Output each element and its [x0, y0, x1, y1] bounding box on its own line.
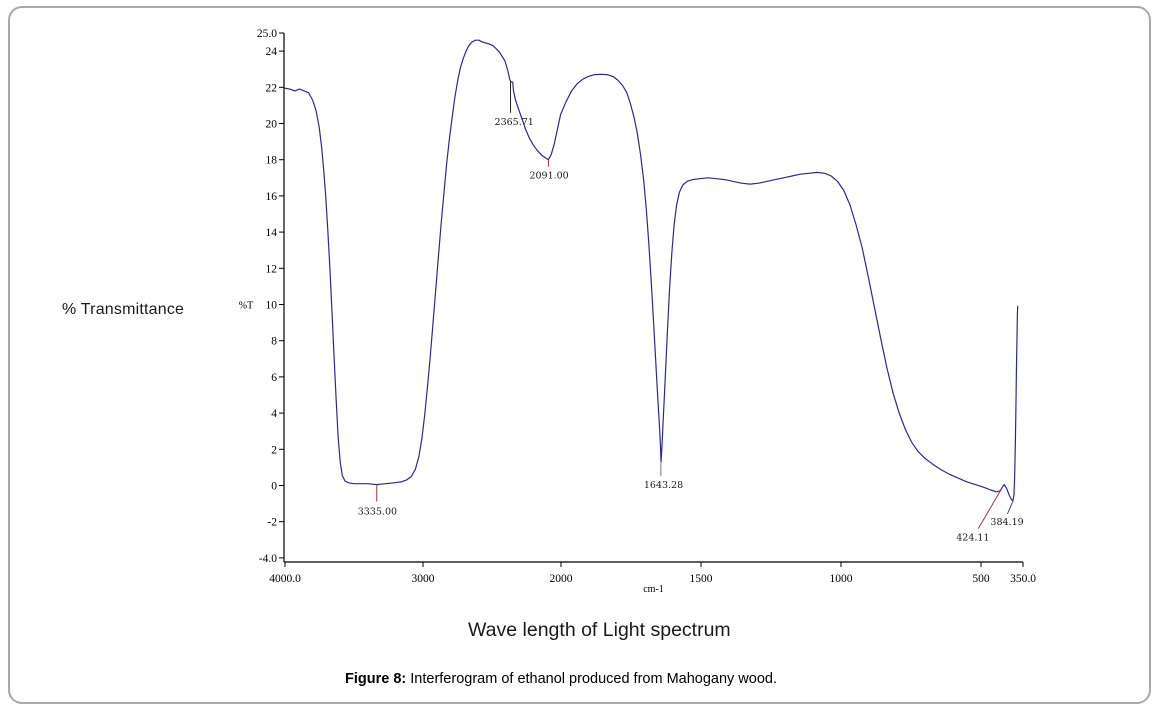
x-tick-label: 1000	[830, 573, 853, 585]
figure-border-frame	[8, 6, 1151, 704]
x-tick-label: 350.0	[1010, 573, 1036, 585]
caption-text: Interferogram of ethanol produced from M…	[406, 671, 778, 687]
spectrum-curve	[284, 39, 1019, 502]
peak-marker-line	[977, 487, 1003, 529]
peak-label: 1643.28	[644, 480, 683, 491]
y-tick-label: 4	[271, 408, 277, 420]
y-tick-label: 14	[266, 227, 278, 239]
x-tick-label: 1500	[690, 573, 713, 585]
y-tick-label: 22	[266, 82, 278, 94]
y-tick-label: -4.0	[259, 553, 277, 565]
peak-label: 384.19	[990, 517, 1023, 528]
y-tick-label: -2	[267, 517, 277, 529]
y-unit-label: %T	[239, 301, 253, 312]
chart-title: Wave length of Light spectrum	[468, 619, 731, 641]
peak-label: 3335.00	[358, 507, 397, 518]
y-tick-label: 6	[271, 372, 277, 384]
x-tick-label: 3000	[412, 573, 435, 585]
y-tick-label: 12	[266, 263, 278, 275]
caption-figure-number: Figure 8:	[345, 671, 407, 687]
y-tick-label: 2	[271, 444, 277, 456]
x-tick-label: 2000	[550, 573, 573, 585]
y-tick-label: 20	[266, 119, 278, 131]
peak-label: 2365.71	[495, 117, 534, 128]
y-tick-label: 0	[271, 481, 277, 493]
figure-caption: Figure 8: Interferogram of ethanol produ…	[345, 671, 777, 687]
y-tick-label: 10	[266, 300, 278, 312]
y-tick-label: 16	[266, 191, 278, 203]
y-tick-label: 18	[266, 155, 278, 167]
x-tick-label: 500	[972, 573, 990, 585]
y-tick-label: 25.0	[257, 28, 277, 40]
y-tick-label: 8	[271, 336, 277, 348]
peak-label: 2091.00	[529, 171, 568, 182]
transmittance-curve	[284, 39, 1019, 502]
x-unit-label: cm-1	[643, 584, 664, 595]
x-tick-label: 4000.0	[269, 573, 301, 585]
peak-marker-line	[1006, 499, 1014, 515]
peak-label: 424.11	[956, 533, 989, 544]
y-tick-label: 24	[266, 46, 278, 58]
y-axis-title: % Transmittance	[62, 301, 185, 318]
